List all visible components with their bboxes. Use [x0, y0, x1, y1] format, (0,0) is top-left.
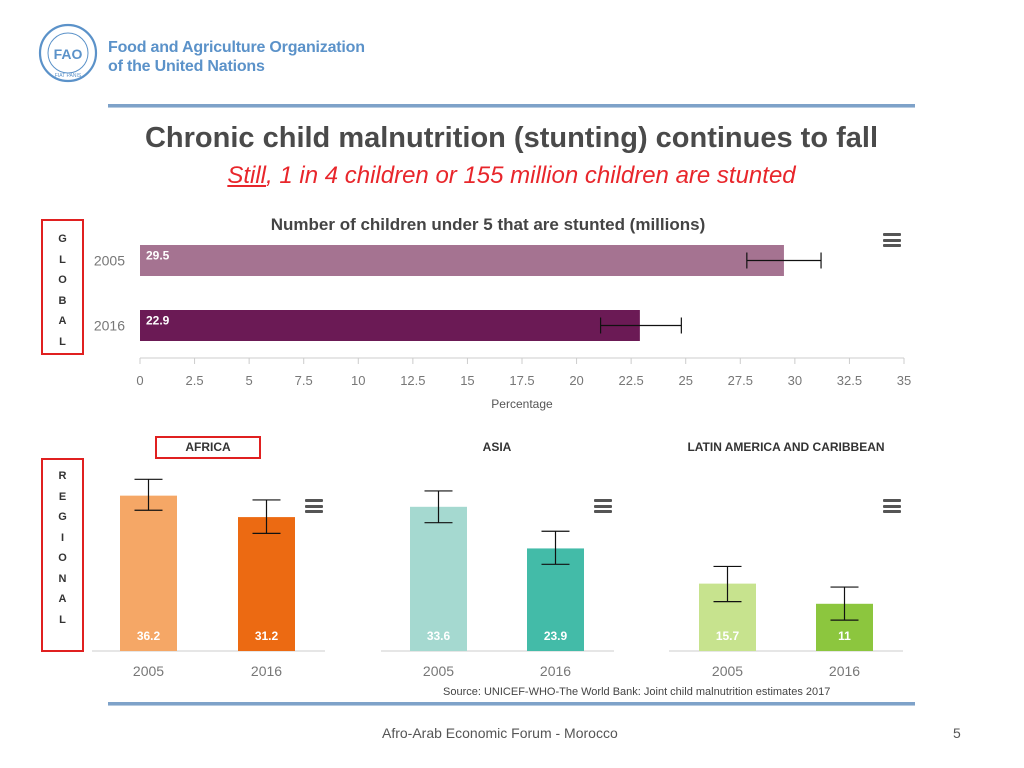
bottom-divider	[108, 702, 915, 706]
global-category-label: 2005	[94, 253, 125, 269]
global-x-tick-label: 32.5	[837, 373, 862, 388]
asia-bar	[410, 506, 467, 651]
asia-bar-value-label: 23.9	[544, 629, 568, 643]
africa-bar	[238, 517, 295, 651]
africa-title: AFRICA	[185, 440, 231, 454]
asia-category-label: 2005	[423, 663, 454, 679]
global-x-tick-label: 20	[569, 373, 583, 388]
global-letter: L	[59, 335, 66, 348]
global-bar	[140, 310, 640, 341]
africa-bar-value-label: 36.2	[137, 629, 161, 643]
org-name: Food and Agriculture Organization of the…	[108, 38, 365, 76]
global-x-tick-label: 15	[460, 373, 474, 388]
global-bar-value-label: 29.5	[146, 249, 170, 263]
top-divider	[108, 104, 915, 108]
global-chart-title: Number of children under 5 that are stun…	[271, 215, 706, 234]
regional-label-box: R E G I O N A L	[41, 458, 84, 652]
global-x-tick-label: 0	[136, 373, 143, 388]
fao-logo: FAO FIAT PANIS	[38, 23, 98, 83]
regional-letter: R	[58, 470, 67, 482]
regional-charts: 36.2 2005 31.2 2016 33.6 2005 23.9 2016 15.7 2005…	[92, 478, 903, 679]
global-x-tick-label: 7.5	[295, 373, 313, 388]
global-x-tick-label: 27.5	[728, 373, 753, 388]
global-chart-menu-icon[interactable]	[883, 233, 901, 247]
global-letter: O	[58, 274, 67, 286]
global-letter: L	[59, 253, 66, 266]
global-x-axis-label: Percentage	[491, 397, 553, 411]
footer-text: Afro-Arab Economic Forum - Morocco	[382, 725, 618, 741]
latam-title: LATIN AMERICA AND CARIBBEAN	[687, 440, 885, 454]
asia-bar-value-label: 33.6	[427, 629, 451, 643]
global-letter: A	[58, 315, 67, 327]
regional-letter: I	[60, 531, 65, 544]
africa-category-label: 2005	[133, 663, 164, 679]
global-x-tick-label: 5	[246, 373, 253, 388]
regional-letter: E	[58, 490, 67, 503]
global-x-tick-label: 30	[788, 373, 802, 388]
latam-category-label: 2016	[829, 663, 860, 679]
regional-letter: G	[58, 511, 67, 523]
africa-category-label: 2016	[251, 663, 282, 679]
org-name-line1: Food and Agriculture Organization	[108, 39, 365, 56]
slide-title: Chronic child malnutrition (stunting) co…	[144, 122, 878, 154]
logo-top-text: FAO	[54, 46, 83, 62]
africa-bar	[120, 495, 177, 651]
global-x-tick-label: 12.5	[400, 373, 425, 388]
latam-bar-value-label: 11	[838, 629, 851, 643]
global-bar	[140, 245, 784, 276]
asia-category-label: 2016	[540, 663, 571, 679]
latam-bar-value-label: 15.7	[716, 629, 740, 643]
africa-bar-value-label: 31.2	[255, 629, 279, 643]
asia-chart-menu-icon[interactable]	[594, 499, 612, 513]
org-name-line2: of the United Nations	[108, 58, 265, 75]
regional-letter: O	[58, 552, 67, 564]
asia-title: ASIA	[482, 440, 512, 454]
subtitle-emphasis: Still	[227, 162, 267, 189]
asia-bar	[527, 548, 584, 651]
logo-bottom-text: FIAT PANIS	[55, 73, 82, 79]
latam-category-label: 2005	[712, 663, 743, 679]
global-bar-value-label: 22.9	[146, 314, 170, 328]
global-chart: Number of children under 5 that are stun…	[94, 215, 911, 411]
source-note: Source: UNICEF-WHO-The World Bank: Joint…	[443, 686, 831, 698]
global-label-box: G L O B A L	[41, 219, 84, 355]
africa-highlight-box	[155, 436, 261, 459]
global-letter: G	[58, 233, 67, 245]
regional-letter: N	[58, 572, 67, 585]
global-x-tick-label: 17.5	[509, 373, 534, 388]
subtitle-rest: , 1 in 4 children or 155 million childre…	[266, 162, 796, 189]
slide-subtitle: Still, 1 in 4 children or 155 million ch…	[108, 162, 915, 190]
global-x-tick-label: 2.5	[186, 373, 204, 388]
global-x-tick-label: 10	[351, 373, 365, 388]
page-number: 5	[953, 725, 961, 741]
latam-chart-menu-icon[interactable]	[883, 499, 901, 513]
global-category-label: 2016	[94, 318, 125, 334]
regional-letter: L	[59, 613, 66, 626]
global-x-tick-label: 35	[897, 373, 911, 388]
global-x-tick-label: 25	[678, 373, 692, 388]
regional-letter: A	[58, 593, 67, 605]
africa-chart-menu-icon[interactable]	[305, 499, 323, 513]
global-letter: B	[58, 294, 67, 307]
global-x-tick-label: 22.5	[618, 373, 643, 388]
